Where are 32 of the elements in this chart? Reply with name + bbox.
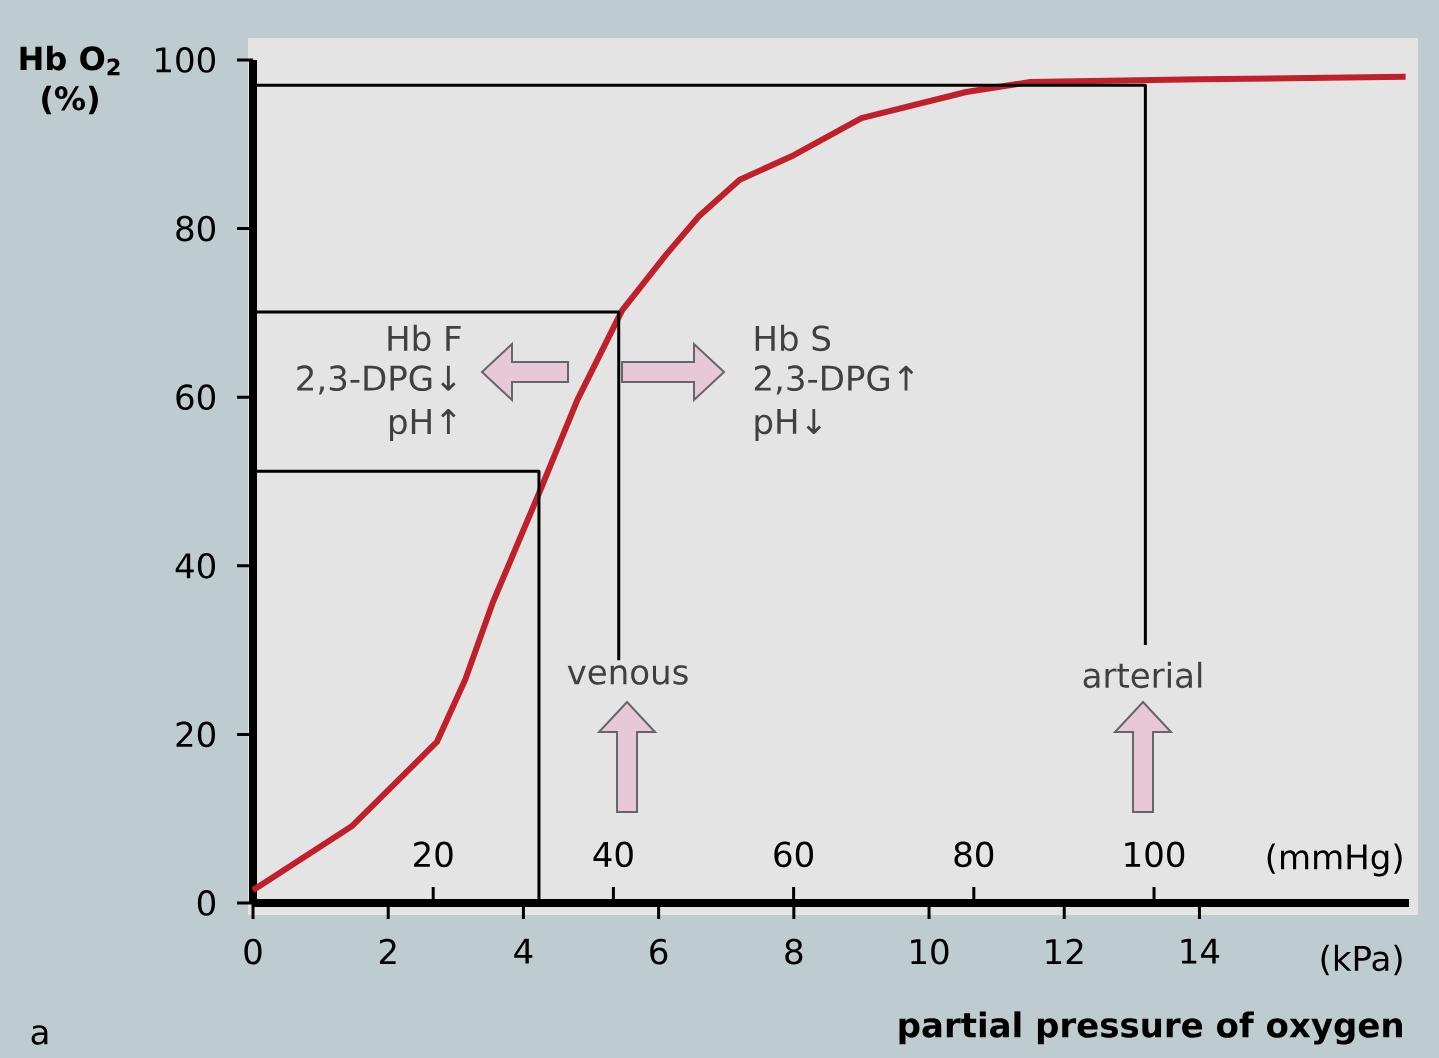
annotation: pH↑ — [390, 408, 456, 441]
x2-tick-label: 100 — [1125, 841, 1185, 868]
annotation: Hb F — [388, 324, 461, 352]
annotation: pH↓ — [755, 409, 822, 441]
annotation: 2,3-DPG↓ — [297, 365, 456, 395]
x-axis-title: partial pressure of oxygen — [899, 1011, 1402, 1045]
x2-tick-label: 80 — [954, 841, 994, 868]
x-tick-label: 2 — [379, 938, 396, 964]
x2-tick-label: 20 — [414, 841, 453, 868]
annotation: venous — [567, 665, 688, 685]
x2-tick-label: 40 — [593, 841, 633, 868]
y-tick-label: 60 — [176, 384, 216, 411]
x-tick-label: 8 — [785, 938, 803, 965]
y-tick-label: 0 — [197, 890, 216, 916]
x2-tick-label: 60 — [774, 841, 813, 868]
x-tick-label: 6 — [650, 938, 668, 965]
text: (kPa) — [1321, 944, 1402, 976]
annotation: 2,3-DPG↑ — [754, 365, 914, 395]
annotation: Hb S — [755, 324, 831, 352]
y-tick-label: 20 — [176, 721, 216, 748]
text: a — [31, 1025, 48, 1045]
y-tick-label: 40 — [175, 552, 216, 579]
x-tick-label: 4 — [514, 938, 533, 964]
x-tick-label: 14 — [1181, 938, 1220, 964]
y-tick-label: 100 — [156, 47, 216, 73]
x-tick-label: 10 — [911, 938, 949, 965]
annotation: arterial — [1083, 661, 1202, 689]
y-axis-title: Hb O$_{2}$ (%) — [20, 45, 120, 115]
x-tick-label: 0 — [244, 938, 262, 965]
x-tick-label: 12 — [1046, 938, 1083, 964]
y-tick-label: 80 — [176, 215, 216, 242]
x2-axis-title: (mmHg) — [1267, 843, 1402, 877]
